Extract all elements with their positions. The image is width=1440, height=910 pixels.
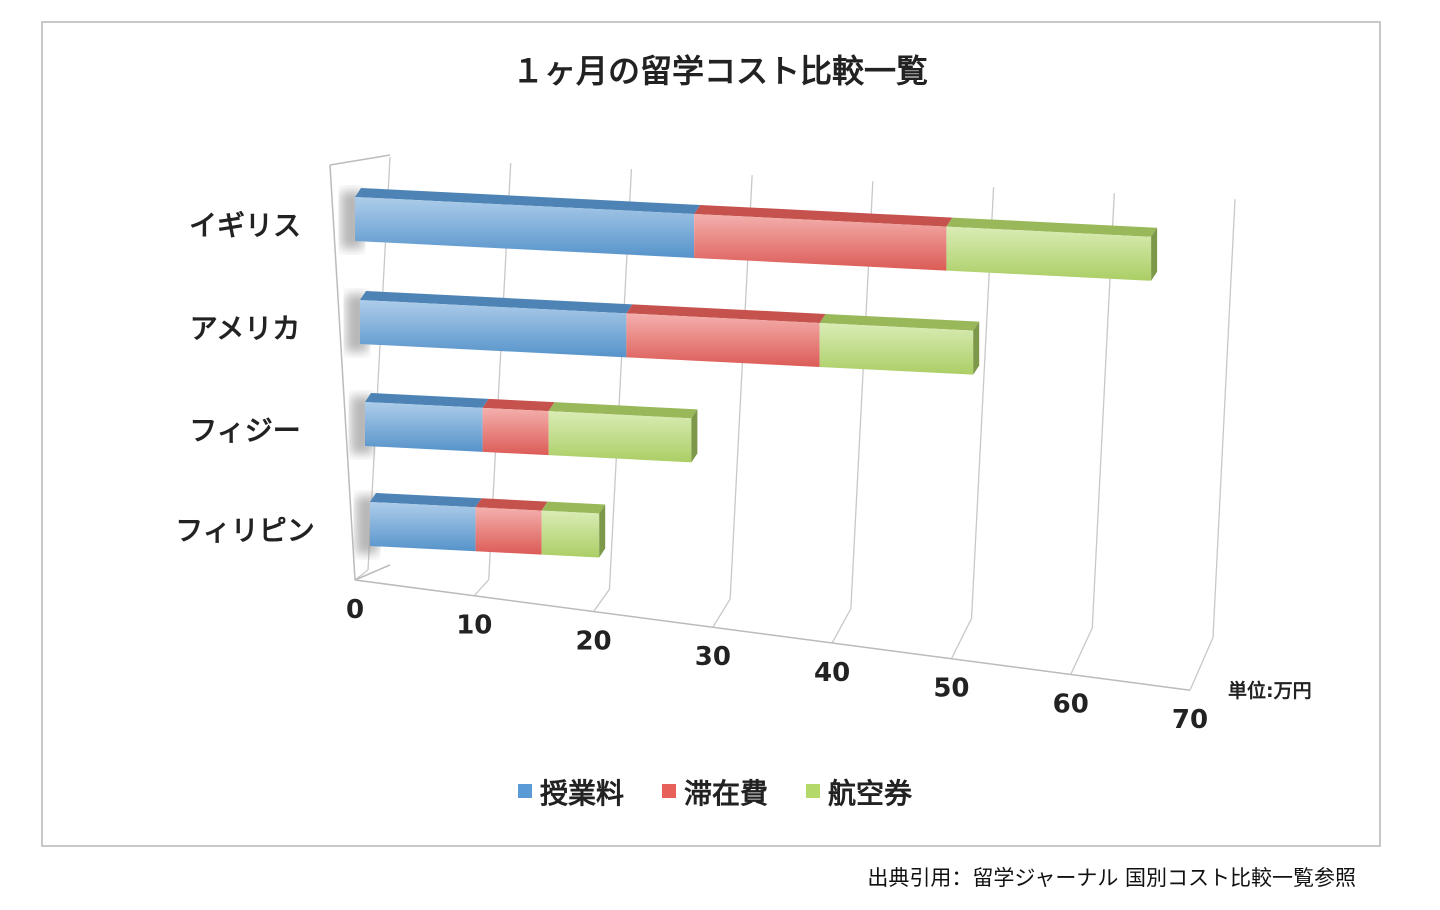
bar-segment <box>626 313 820 367</box>
x-tick-label: 50 <box>933 674 969 704</box>
x-tick-label: 20 <box>575 626 611 656</box>
floor-gridline <box>593 588 610 612</box>
bar-segment <box>355 197 695 258</box>
category-label: フィジー <box>189 414 300 447</box>
legend-swatch <box>806 784 820 798</box>
bar-top-face <box>541 501 606 514</box>
bar-segment <box>819 322 974 375</box>
floor-left-edge <box>354 564 391 581</box>
x-tick-label: 0 <box>346 595 364 625</box>
bar-end-face <box>1151 227 1158 281</box>
gridline <box>1212 199 1236 638</box>
legend-swatch <box>662 784 676 798</box>
floor-gridline <box>831 608 852 644</box>
floor-gridline <box>950 617 973 660</box>
x-tick-label: 30 <box>695 642 731 672</box>
bar-segment <box>365 402 483 452</box>
legend-label: 授業料 <box>540 777 624 810</box>
floor-gridline <box>1189 637 1214 691</box>
bar-segment <box>482 407 549 456</box>
unit-label: 単位:万円 <box>1228 679 1312 702</box>
y-axis-top <box>329 154 391 166</box>
floor-gridline <box>712 598 731 628</box>
legend-swatch <box>518 784 532 798</box>
bar-top-face <box>819 313 980 331</box>
bar-segment <box>475 507 542 555</box>
bar-top-face <box>694 204 953 227</box>
source-note: 出典引用：留学ジャーナル 国別コスト比較一覧参照 <box>867 866 1356 890</box>
category-label: イギリス <box>189 209 301 242</box>
bar-segment <box>946 226 1152 281</box>
legend-label: 滞在費 <box>684 777 768 810</box>
chart-title: １ヶ月の留学コスト比較一覧 <box>511 52 928 90</box>
bar-end-face <box>691 409 698 463</box>
x-tick-label: 10 <box>456 611 492 641</box>
bar-segment <box>370 502 476 552</box>
bar-end-face <box>973 321 980 375</box>
x-tick-label: 70 <box>1172 705 1208 735</box>
bar-top-face <box>355 188 701 214</box>
bar-end-face <box>599 504 606 558</box>
floor-gridline <box>473 579 490 597</box>
bar-segment <box>541 510 600 558</box>
bar-top-face <box>360 291 633 314</box>
x-axis-line <box>354 579 1191 691</box>
bar-segment <box>360 300 627 358</box>
bar-segment <box>694 213 947 271</box>
bar-top-face <box>626 304 826 323</box>
bar-segment <box>548 411 692 463</box>
floor-gridline <box>1070 627 1093 675</box>
bar-top-face <box>475 498 548 511</box>
chart-frame <box>41 21 1381 847</box>
bar-top-face <box>946 217 1158 237</box>
bar-top-face <box>548 402 698 419</box>
x-tick-label: 40 <box>814 658 850 688</box>
category-label: アメリカ <box>190 312 301 345</box>
x-tick-label: 60 <box>1053 689 1089 719</box>
y-axis-line <box>329 164 356 581</box>
bar-top-face <box>482 398 555 412</box>
bar-top-face <box>370 493 482 508</box>
bar-top-face <box>365 393 489 408</box>
category-label: フィリピン <box>175 514 314 547</box>
legend-label: 航空券 <box>828 777 913 810</box>
